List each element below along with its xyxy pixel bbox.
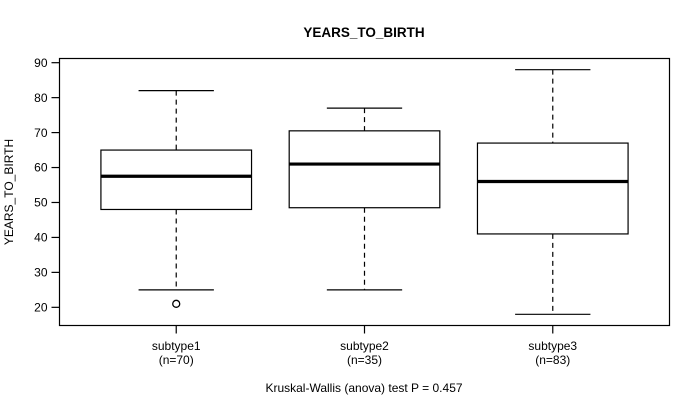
- x-label-subtype1: subtype1: [152, 339, 201, 353]
- y-tick-label-70: 70: [34, 126, 48, 140]
- y-tick-label-50: 50: [34, 196, 48, 210]
- iqr-box-subtype3: [476, 142, 629, 235]
- iqr-box-subtype1: [100, 149, 253, 211]
- box-group-subtype1: [100, 90, 253, 308]
- y-tick-label-90: 90: [34, 56, 48, 70]
- y-tick-label-40: 40: [34, 231, 48, 245]
- y-tick-label-20: 20: [34, 301, 48, 315]
- kruskal-wallis-annotation: Kruskal-Wallis (anova) test P = 0.457: [265, 381, 462, 395]
- x-sublabel-subtype3: (n=83): [535, 353, 570, 367]
- box-group-subtype3: [476, 69, 629, 315]
- y-tick-label-30: 30: [34, 266, 48, 280]
- iqr-box-subtype2: [288, 130, 441, 209]
- x-sublabel-subtype2: (n=35): [347, 353, 382, 367]
- boxplot-series: [100, 69, 629, 315]
- x-sublabel-subtype1: (n=70): [159, 353, 194, 367]
- x-label-subtype3: subtype3: [528, 339, 577, 353]
- y-tick-label-60: 60: [34, 161, 48, 175]
- y-tick-label-80: 80: [34, 91, 48, 105]
- x-label-subtype2: subtype2: [340, 339, 389, 353]
- y-axis-label: YEARS_TO_BIRTH: [2, 139, 16, 245]
- x-axis: subtype1(n=70) subtype2(n=35) subtype3(n=8…: [152, 325, 577, 367]
- chart-title: YEARS_TO_BIRTH: [303, 25, 424, 40]
- y-axis: 20 30 40 50 60 70 80 90: [34, 56, 60, 315]
- outlier-subtype1-21: [172, 299, 181, 308]
- box-group-subtype2: [288, 107, 441, 291]
